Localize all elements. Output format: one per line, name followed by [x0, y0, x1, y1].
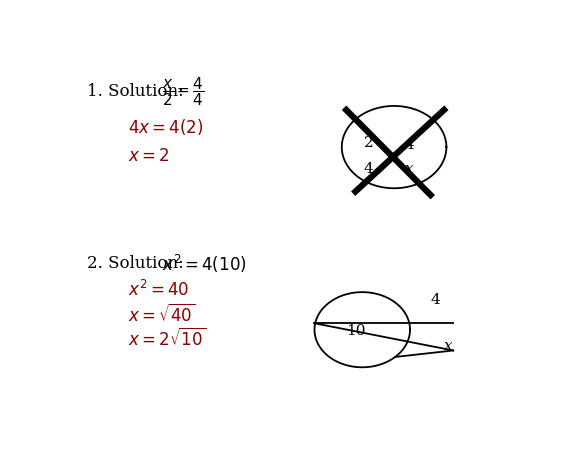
Text: 4: 4 [363, 161, 373, 176]
Text: $\dfrac{x}{2} = \dfrac{4}{4}$: $\dfrac{x}{2} = \dfrac{4}{4}$ [162, 75, 204, 108]
Text: 4: 4 [430, 293, 440, 307]
Text: $x = 2$: $x = 2$ [128, 147, 170, 165]
Text: $x = \sqrt{40}$: $x = \sqrt{40}$ [128, 305, 195, 326]
Text: 4: 4 [404, 138, 414, 152]
Text: x: x [444, 339, 453, 353]
Text: 1. Solution:: 1. Solution: [87, 83, 189, 100]
Text: 10: 10 [346, 324, 366, 338]
Text: 2: 2 [364, 136, 373, 150]
Text: 2. Solution:: 2. Solution: [87, 255, 189, 272]
Text: $x = 2\sqrt{10}$: $x = 2\sqrt{10}$ [128, 328, 206, 350]
Text: $x^2 = 4(10)$: $x^2 = 4(10)$ [162, 252, 247, 274]
Text: x: x [405, 161, 413, 176]
Text: $4x = 4(2)$: $4x = 4(2)$ [128, 117, 204, 138]
Text: $x^2 = 40$: $x^2 = 40$ [128, 280, 190, 300]
